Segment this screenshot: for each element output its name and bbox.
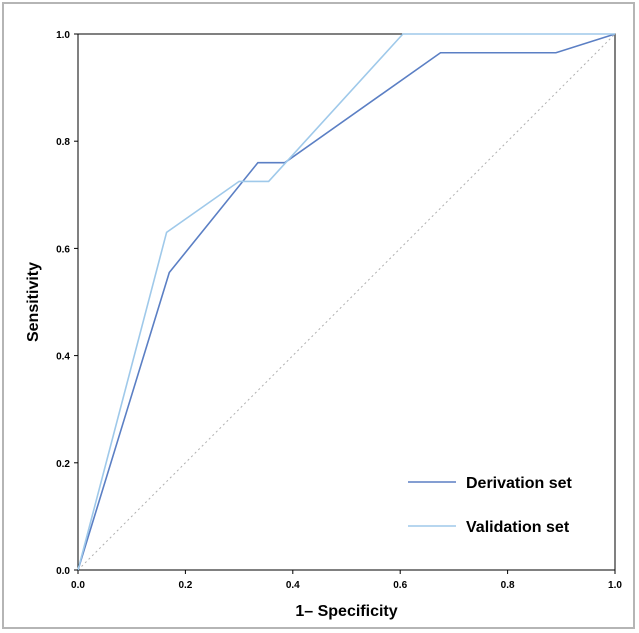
y-tick-label: 1.0 bbox=[56, 30, 70, 41]
x-tick-label: 1.0 bbox=[608, 580, 622, 591]
y-tick-label: 0.8 bbox=[56, 137, 70, 148]
x-tick-label: 0.8 bbox=[501, 580, 515, 591]
plot-area bbox=[77, 33, 616, 571]
legend: Derivation set Validation set bbox=[408, 475, 572, 536]
series-line-validation bbox=[77, 33, 615, 571]
roc-chart: 0.0 0.2 0.4 0.6 0.8 1.0 0.0 0.2 0.4 0.6 0.8 1.0 1–… bbox=[25, 30, 622, 620]
y-tick-label: 0.0 bbox=[56, 566, 70, 577]
legend-label: Derivation set bbox=[466, 475, 572, 492]
reference-diagonal-line bbox=[77, 33, 616, 571]
x-tick-label: 0.2 bbox=[178, 580, 192, 591]
y-tick-label: 0.4 bbox=[56, 352, 70, 363]
x-tick-label: 0.0 bbox=[71, 580, 85, 591]
x-tick-label: 0.6 bbox=[393, 580, 407, 591]
y-axis-title: Sensitivity bbox=[25, 262, 42, 342]
y-tick-label: 0.2 bbox=[56, 459, 70, 470]
y-tick-label: 0.6 bbox=[56, 244, 70, 255]
legend-label: Validation set bbox=[466, 519, 570, 536]
x-axis-title: 1– Specificity bbox=[295, 603, 397, 620]
x-tick-label: 0.4 bbox=[286, 580, 300, 591]
